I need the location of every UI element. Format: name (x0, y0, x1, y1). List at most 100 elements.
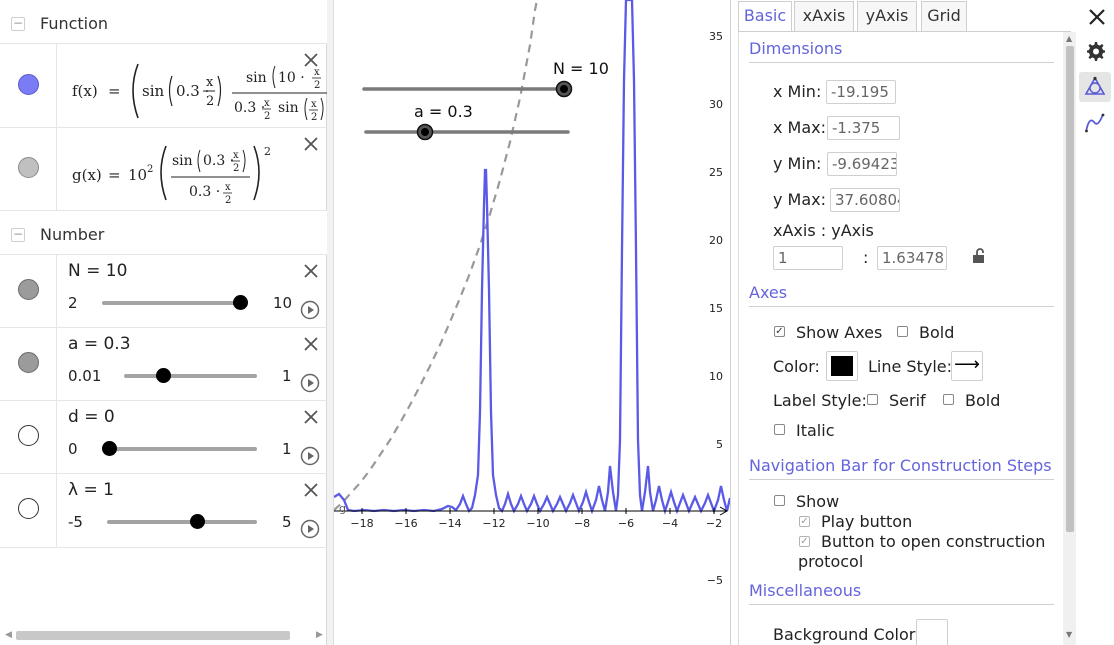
slider-knob[interactable] (233, 295, 248, 310)
group-header-number[interactable]: − Number (0, 211, 327, 255)
group-header-function[interactable]: − Function (0, 0, 327, 44)
f-sin: sin (142, 82, 164, 100)
y-tick-label: 10 (709, 370, 723, 383)
formula-g[interactable]: g(x) = 10 2 sin 0.3 · x 2 0.3 · x (72, 128, 282, 211)
delete-icon[interactable] (303, 409, 319, 425)
x-tick-label: −4 (662, 517, 678, 530)
collapse-toggle[interactable]: − (11, 227, 25, 242)
background-color-swatch[interactable] (916, 619, 948, 645)
scroll-left-icon[interactable]: ◀ (5, 630, 12, 640)
gear-icon[interactable] (1079, 36, 1111, 66)
slider-max: 5 (282, 513, 292, 531)
section-title-navigation: Navigation Bar for Construction Steps (749, 456, 1052, 475)
tab-basic[interactable]: Basic (738, 1, 792, 32)
number-slider-N[interactable] (102, 295, 248, 310)
color-fill (831, 356, 853, 376)
play-icon[interactable] (300, 519, 320, 539)
algebra-item-g[interactable]: g(x) = 10 2 sin 0.3 · x 2 0.3 · x (0, 128, 327, 211)
algebra-item-a[interactable]: a = 0.3 0.01 1 (0, 328, 327, 401)
collapse-toggle[interactable]: − (11, 16, 25, 31)
algebra-item-N[interactable]: N = 10 2 10 (0, 255, 327, 328)
graphics-settings-icon[interactable] (1079, 72, 1111, 102)
function-curve-icon[interactable] (1079, 108, 1111, 138)
number-slider-lambda[interactable] (107, 514, 257, 529)
delete-icon[interactable] (303, 136, 319, 152)
line-style-button[interactable]: ⟶ (951, 351, 983, 381)
visibility-marble[interactable] (18, 157, 39, 178)
y-min-field[interactable]: -9.69423 (827, 152, 897, 176)
x-max-field[interactable]: -1.375 (827, 116, 900, 140)
visibility-marble[interactable] (18, 498, 39, 519)
slider-max: 10 (273, 294, 293, 312)
x-min-label: x Min: (773, 82, 822, 101)
scroll-right-icon[interactable]: ▶ (316, 630, 323, 640)
x-min-field[interactable]: -19.195 (826, 80, 896, 104)
tab-grid[interactable]: Grid (921, 1, 967, 31)
play-icon[interactable] (300, 373, 320, 393)
number-slider-d[interactable] (102, 441, 257, 456)
label-bold-checkbox[interactable] (943, 394, 954, 405)
tab-yaxis[interactable]: yAxis (857, 1, 917, 31)
y-tick-label: 25 (709, 166, 723, 179)
unlock-icon[interactable] (971, 248, 987, 264)
graphic-slider-N-label: N = 10 (553, 59, 609, 78)
bold-checkbox[interactable] (897, 326, 908, 337)
slider-knob[interactable] (102, 441, 117, 456)
view-divider[interactable] (327, 0, 334, 645)
show-navbar-checkbox[interactable] (774, 495, 785, 506)
show-navbar-label: Show (796, 492, 840, 511)
scroll-thumb[interactable] (1066, 46, 1074, 532)
tab-xaxis[interactable]: xAxis (794, 1, 854, 31)
ratio-x-field[interactable]: 1 (773, 246, 843, 270)
y-max-label: y Max: (773, 190, 827, 209)
x-tick-label: −8 (574, 517, 590, 530)
serif-checkbox[interactable] (867, 394, 878, 405)
delete-icon[interactable] (303, 336, 319, 352)
show-axes-checkbox[interactable]: ✓ (774, 326, 785, 337)
slider-min: 0.01 (68, 367, 102, 385)
algebra-item-lambda[interactable]: λ = 1 -5 5 (0, 474, 327, 548)
slider-min: 2 (68, 294, 78, 312)
open-protocol-checkbox[interactable]: ✓ (799, 536, 810, 547)
section-divider (749, 306, 1054, 307)
y-tick-label: 35 (709, 30, 723, 43)
play-button-checkbox[interactable]: ✓ (799, 516, 810, 527)
properties-sidebar (1076, 32, 1114, 645)
g-sin: sin (172, 153, 193, 169)
visibility-marble[interactable] (18, 425, 39, 446)
show-axes-label: Show Axes (796, 323, 883, 342)
g-equals: = (108, 166, 121, 184)
visibility-marble[interactable] (18, 352, 39, 373)
play-icon[interactable] (300, 300, 320, 320)
f-numer-sin: sin (246, 70, 267, 86)
close-icon[interactable] (1087, 7, 1107, 27)
g-x-den: 2 (233, 163, 239, 174)
y-max-field[interactable]: 37.60804 (830, 188, 900, 212)
axis-color-swatch[interactable] (826, 351, 858, 381)
horizontal-scrollbar[interactable]: ◀ ▶ (2, 628, 325, 642)
vertical-scrollbar[interactable]: ▲ ▼ (1063, 32, 1076, 645)
slider-knob[interactable] (155, 368, 171, 383)
ratio-y-field[interactable]: 1.63478 (877, 246, 947, 270)
algebra-item-d[interactable]: d = 0 0 1 (0, 401, 327, 474)
slider-knob[interactable] (190, 514, 205, 529)
delete-icon[interactable] (303, 482, 319, 498)
scroll-down-icon[interactable]: ▼ (1066, 630, 1073, 639)
visibility-marble[interactable] (18, 279, 39, 300)
svg-text:x: x (314, 67, 320, 78)
italic-checkbox[interactable] (774, 424, 785, 435)
group-title: Number (40, 225, 105, 244)
number-slider-a[interactable] (124, 368, 257, 383)
slider-min: -5 (68, 513, 83, 531)
play-icon[interactable] (300, 446, 320, 466)
visibility-marble[interactable] (18, 74, 39, 95)
scroll-up-icon[interactable]: ▲ (1066, 34, 1073, 43)
formula-f[interactable]: f(x) = sin 0.3 · x 2 sin 10 · x 2 (72, 44, 327, 128)
graphics-view[interactable]: −18 −16 −14 −12 −10 −8 −6 −4 −2 35 30 25 20 15 10 5 −5 … (334, 0, 730, 645)
scroll-thumb[interactable] (16, 631, 290, 640)
algebra-item-f[interactable]: f(x) = sin 0.3 · x 2 sin 10 · x 2 (0, 44, 327, 128)
delete-icon[interactable] (303, 52, 319, 68)
f-x-num: x (206, 75, 214, 90)
delete-icon[interactable] (303, 263, 319, 279)
play-button-label: Play button (821, 512, 913, 531)
